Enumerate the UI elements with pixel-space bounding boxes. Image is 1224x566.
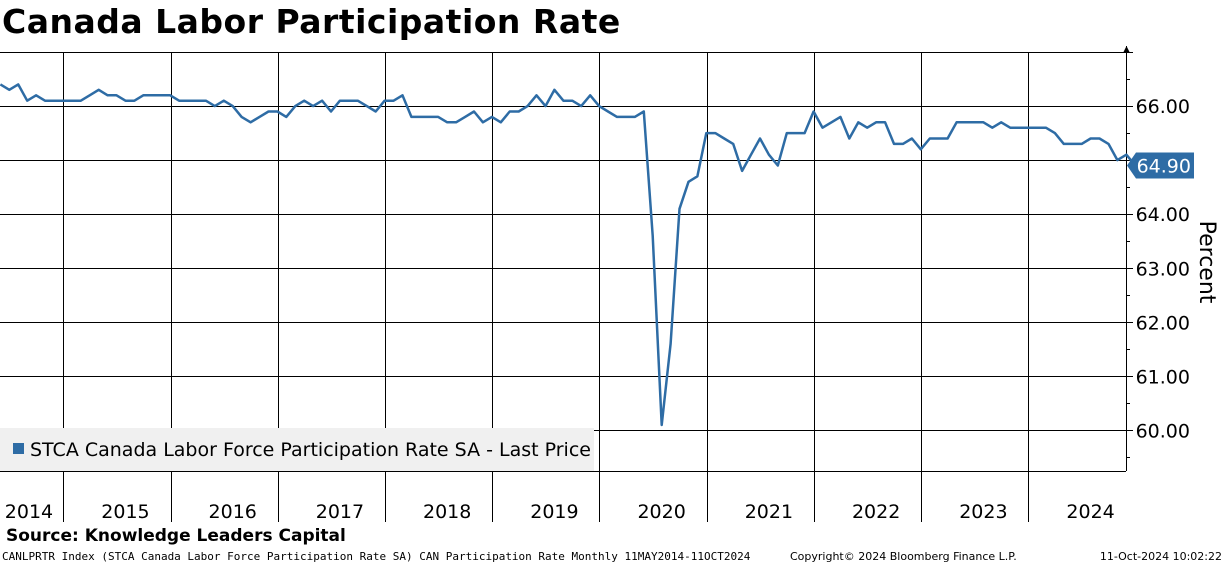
x-axis-ticks: 2014 2015 2016 2017 2018 2019 2020 2021 2022 2023… [5, 501, 1115, 523]
x-gridlines [63, 52, 1029, 522]
chart-title: Canada Labor Participation Rate [2, 2, 621, 41]
x-tick-label: 2024 [1066, 501, 1114, 523]
x-tick-label: 2019 [530, 501, 578, 523]
x-tick-label: 2015 [101, 501, 149, 523]
y-tick-label: 66.00 [1136, 96, 1190, 118]
legend-label: STCA Canada Labor Force Participation Ra… [30, 439, 591, 461]
y-tick-label: 61.00 [1136, 366, 1190, 388]
y-tick-label: 62.00 [1136, 312, 1190, 334]
last-price-tag-shape [1127, 152, 1194, 179]
x-tick-label: 2016 [209, 501, 257, 523]
y-axis-label: Percent [1194, 221, 1219, 304]
footer-timestamp: 11-Oct-2024 10:02:22 [1099, 550, 1222, 563]
y-gridlines [0, 106, 1126, 431]
axis-frame [0, 46, 1133, 472]
footer-copyright: Copyright© 2024 Bloomberg Finance L.P. [790, 550, 1017, 563]
x-tick-label: 2021 [745, 501, 793, 523]
x-tick-label: 2014 [5, 501, 53, 523]
x-tick-label: 2018 [423, 501, 471, 523]
y-tick-label: 64.00 [1136, 204, 1190, 226]
legend: STCA Canada Labor Force Participation Ra… [0, 428, 594, 471]
x-tick-label: 2017 [316, 501, 364, 523]
last-price-label: 64.90 [1137, 156, 1191, 178]
x-tick-label: 2020 [637, 501, 685, 523]
y-axis-arrow [1123, 46, 1130, 53]
x-tick-label: 2023 [959, 501, 1007, 523]
x-tick-label: 2022 [852, 501, 900, 523]
legend-swatch [13, 443, 24, 454]
y-tick-label: 60.00 [1136, 420, 1190, 442]
source-note: Source: Knowledge Leaders Capital [6, 526, 346, 546]
legend-background [0, 428, 594, 471]
footer-ticker-info: CANLPRTR Index (STCA Canada Labor Force … [2, 550, 751, 563]
series-line [0, 83, 1137, 427]
last-price-tag: 64.90 [1127, 152, 1194, 179]
y-axis-ticks: 60.00 61.00 62.00 63.00 64.00 66.00 [1136, 96, 1190, 442]
y-tick-label: 63.00 [1136, 258, 1190, 280]
